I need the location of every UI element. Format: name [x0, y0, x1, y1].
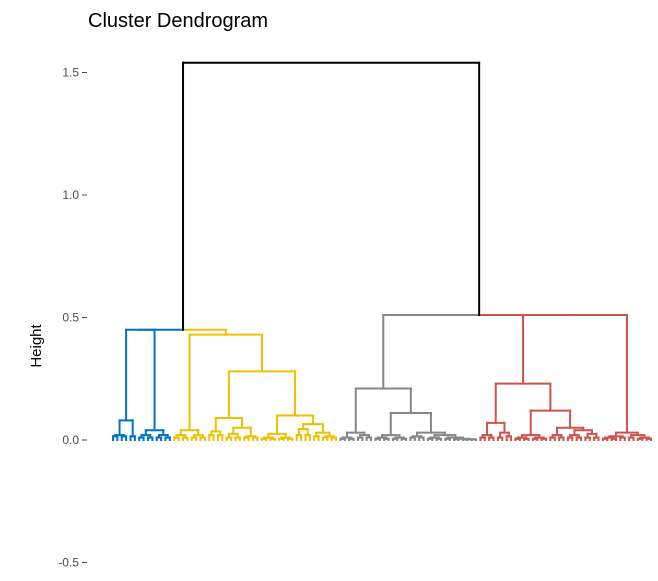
y-tick-label: 1.5 — [62, 66, 79, 80]
y-axis-title: Height — [28, 323, 45, 367]
y-tick-label: 0.0 — [62, 433, 79, 447]
dendrogram-branches — [112, 61, 652, 441]
y-axis: 1.5 1.0 0.5 0.0 -0.5 — [58, 66, 87, 570]
chart-title: Cluster Dendrogram — [88, 10, 269, 32]
y-tick-label: 1.0 — [62, 188, 79, 202]
y-tick-label: -0.5 — [58, 556, 79, 570]
y-tick-label: 0.5 — [62, 311, 79, 325]
